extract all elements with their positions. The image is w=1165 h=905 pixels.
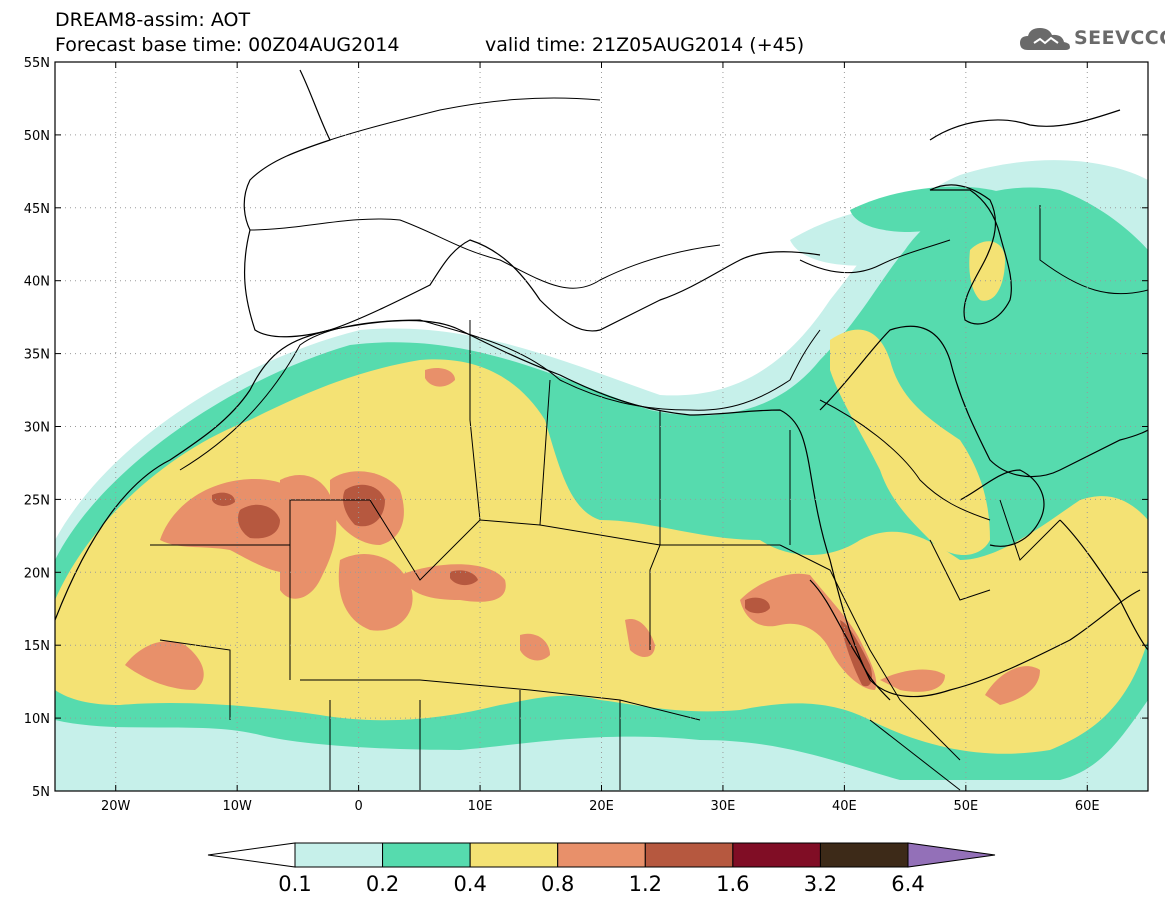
colorbar-bin — [469, 842, 559, 868]
lat-tick-label: 30N — [24, 421, 50, 436]
colorbar-label: 0.1 — [278, 872, 311, 896]
colorbar-bin — [382, 842, 471, 868]
map-axes: 55N 50N 45N 40N 35N 30N 25N 20N 15N 10N 5N 20W 10W 0 1… — [24, 56, 1148, 814]
lat-tick-label: 35N — [24, 348, 50, 363]
lat-tick-label: 50N — [24, 129, 50, 144]
graticule — [55, 62, 1148, 791]
logo-text: SEEVCCC — [1074, 27, 1165, 49]
colorbar: 0.1 0.2 0.4 0.8 1.2 1.6 3.2 6.4 — [207, 842, 996, 896]
colorbar-bin — [294, 842, 384, 868]
lat-tick-label: 10N — [24, 712, 50, 727]
colorbar-bin — [557, 842, 646, 868]
lon-tick-label: 10E — [468, 799, 493, 814]
colorbar-label: 3.2 — [804, 872, 837, 896]
lat-tick-label: 45N — [24, 202, 50, 217]
lat-tick-label: 40N — [24, 275, 50, 290]
colorbar-label: 0.8 — [541, 872, 574, 896]
lat-tick-label: 20N — [24, 566, 50, 581]
forecast-base-time: Forecast base time: 00Z04AUG2014 — [55, 34, 400, 56]
lat-tick-label: 25N — [24, 493, 50, 508]
colorbar-label: 0.4 — [453, 872, 486, 896]
seevccc-logo: SEEVCCC — [1018, 24, 1165, 54]
lat-tick-label: 5N — [32, 785, 50, 800]
lat-tick-label: 55N — [24, 56, 50, 71]
map-area — [55, 62, 1148, 791]
lon-tick-label: 20E — [589, 799, 614, 814]
colorbar-label: 1.6 — [716, 872, 749, 896]
valid-time: valid time: 21Z05AUG2014 (+45) — [485, 34, 805, 56]
colorbar-bin — [819, 842, 909, 868]
lon-tick-label: 20W — [101, 799, 131, 814]
cloud-icon — [1020, 28, 1070, 50]
lon-tick-label: 0 — [354, 799, 362, 814]
colorbar-label: 6.4 — [891, 872, 924, 896]
map-title: DREAM8-assim: AOT — [55, 9, 251, 31]
lat-tick-label: 15N — [24, 639, 50, 654]
colorbar-right-arrow — [907, 842, 996, 868]
lon-tick-label: 40E — [832, 799, 857, 814]
lon-tick-label: 10W — [222, 799, 252, 814]
colorbar-label: 0.2 — [366, 872, 399, 896]
colorbar-label: 1.2 — [629, 872, 662, 896]
coastlines — [55, 69, 1148, 701]
country-boundaries — [150, 97, 1148, 791]
colorbar-bin — [644, 842, 734, 868]
colorbar-left-arrow — [207, 842, 296, 868]
colorbar-bin — [732, 842, 821, 868]
lon-tick-label: 50E — [953, 799, 978, 814]
aot-contour-0.4 — [55, 241, 1148, 754]
lon-tick-label: 30E — [711, 799, 736, 814]
lon-tick-label: 60E — [1075, 799, 1100, 814]
